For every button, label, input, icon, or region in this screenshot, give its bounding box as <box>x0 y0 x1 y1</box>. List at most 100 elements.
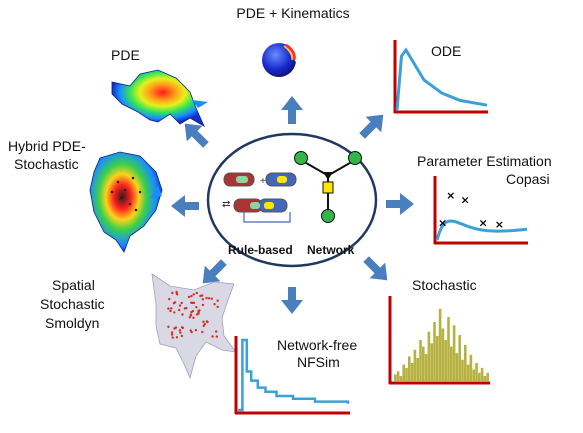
spatial-molecule-dot <box>179 331 182 334</box>
histogram-bar <box>475 363 478 381</box>
spatial-molecule-dot <box>168 297 171 301</box>
spatial-molecule-dot <box>202 320 205 323</box>
histogram-bar <box>394 374 397 381</box>
label-pde: PDE <box>111 47 140 63</box>
param-fit-line <box>435 219 528 241</box>
param-data-point: × <box>438 217 447 230</box>
pde-cell-image <box>111 69 208 127</box>
spatial-molecule-dot <box>216 305 219 309</box>
spatial-molecule-dot <box>201 294 204 297</box>
spatial-molecule-dot <box>170 307 173 310</box>
spatial-molecule-dot <box>201 303 205 307</box>
histogram-bar <box>419 340 422 381</box>
label-param-2: Copasi <box>506 171 550 187</box>
spatial-molecule-dot <box>191 301 194 305</box>
spatial-molecule-dot <box>205 320 209 323</box>
spatial-molecule-dot <box>171 336 174 339</box>
spatial-molecule-dot <box>201 330 204 334</box>
histogram-bar <box>455 353 459 381</box>
spatial-molecule-dot <box>210 297 213 300</box>
histogram-bar <box>396 371 400 381</box>
arrow-right <box>386 193 414 215</box>
spatial-molecule-dot <box>178 304 182 307</box>
label-spatial-2: Stochastic <box>40 296 105 312</box>
arrow-up <box>281 96 303 124</box>
label-stochastic: Stochastic <box>412 277 477 293</box>
histogram-bar <box>416 358 419 381</box>
histogram-bar <box>461 359 464 381</box>
spatial-molecule-dot <box>215 330 218 333</box>
param-data-point: × <box>479 217 488 230</box>
histogram-bar <box>399 376 403 381</box>
spatial-molecule-dot <box>207 297 211 300</box>
spatial-molecule-dot <box>180 334 184 338</box>
center-ellipse <box>206 132 378 268</box>
spatial-molecule-dot <box>181 313 184 316</box>
spatial-cell-image <box>151 273 237 380</box>
label-ode: ODE <box>431 43 462 59</box>
spatial-molecule-dot <box>194 329 198 332</box>
arrow-up-right <box>359 114 384 139</box>
label-spatial-1: Spatial <box>52 277 95 293</box>
label-rule-based: Rule-based <box>228 243 293 257</box>
spatial-molecule-dot <box>189 313 192 316</box>
ode-series-line <box>395 47 488 111</box>
param-data-point: × <box>495 218 504 231</box>
spatial-molecule-dot <box>187 295 191 299</box>
histogram-bar <box>466 364 470 381</box>
histogram-bar <box>427 331 431 381</box>
spatial-molecule-dot <box>173 311 176 314</box>
param-data-point: × <box>446 189 455 202</box>
label-pde-kinematics: PDE + Kinematics <box>236 5 350 21</box>
stochastic-chart <box>388 296 490 385</box>
spatial-molecule-dot <box>190 294 193 298</box>
label-param-1: Parameter Estimation <box>417 153 552 169</box>
spatial-molecule-dot <box>205 296 208 300</box>
spatial-molecule-dot <box>216 299 219 302</box>
label-networkfree-1: Network-free <box>277 337 358 353</box>
spatial-molecule-dot <box>171 291 174 295</box>
kinematics-sphere-icon <box>262 43 297 77</box>
svg-text:+: + <box>260 176 266 187</box>
spatial-molecule-dot <box>190 330 193 334</box>
spatial-molecule-dot <box>199 294 202 298</box>
spatial-molecule-dot <box>180 326 184 329</box>
histogram-bar <box>444 340 447 381</box>
histogram-bar <box>483 376 487 381</box>
label-hybrid-2: Stochastic <box>14 156 79 172</box>
networkfree-chart <box>234 336 350 415</box>
histogram-bar <box>408 356 411 381</box>
spatial-molecule-dot <box>175 336 179 339</box>
histogram-bar <box>430 343 433 381</box>
spatial-molecule-dot <box>215 335 218 338</box>
spatial-molecule-dot <box>188 316 191 319</box>
label-networkfree-2: NFSim <box>297 354 340 370</box>
histogram-bar <box>478 372 481 381</box>
spatial-molecule-dot <box>173 327 176 330</box>
arrow-left <box>171 195 199 217</box>
networkfree-series-line <box>238 338 350 412</box>
histogram-bar <box>436 335 439 381</box>
network-icon <box>294 151 362 223</box>
histogram-bar <box>410 363 414 381</box>
histogram-bar <box>450 346 453 381</box>
spatial-molecule-dot <box>167 325 170 328</box>
histogram-bar <box>480 367 484 381</box>
spatial-molecule-dot <box>170 333 174 336</box>
arrow-down <box>281 287 303 314</box>
spatial-molecule-dot <box>175 290 178 294</box>
spatial-molecule-dot <box>202 324 205 328</box>
spatial-molecule-dot <box>178 329 182 332</box>
histogram-bar <box>486 372 489 381</box>
spatial-molecule-dot <box>195 291 198 295</box>
spatial-molecule-dot <box>169 309 172 313</box>
spatial-molecule-dot <box>191 309 195 313</box>
arrows <box>171 96 414 314</box>
histogram-bar <box>441 328 445 381</box>
histogram-bar <box>447 317 450 381</box>
label-network: Network <box>307 243 355 257</box>
spatial-molecule-dot <box>192 293 195 296</box>
rule-based-molecules-icon: + ⇄ <box>222 172 297 223</box>
histogram-bar <box>433 322 436 381</box>
